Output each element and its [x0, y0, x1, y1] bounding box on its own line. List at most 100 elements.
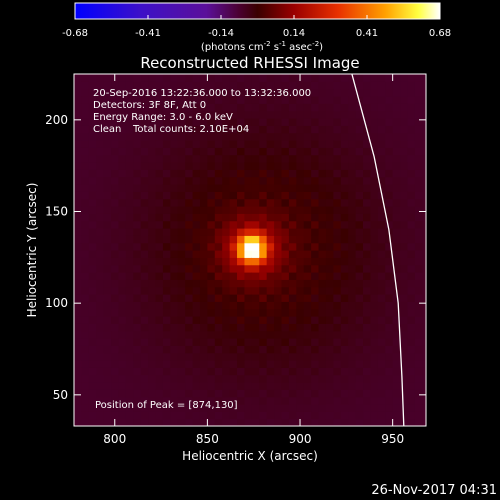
heatmap-cell [355, 103, 364, 112]
heatmap-cell [177, 220, 186, 229]
heatmap-cell [311, 154, 320, 163]
heatmap-cell [392, 103, 401, 112]
heatmap-cell [355, 374, 364, 383]
heatmap-cell [296, 132, 305, 141]
heatmap-cell [192, 330, 201, 339]
heatmap-cell [340, 132, 349, 141]
heatmap-cell [170, 228, 179, 236]
heatmap-cell [318, 125, 327, 134]
heatmap-cell [96, 132, 105, 141]
heatmap-cell [377, 228, 386, 236]
heatmap-cell [311, 235, 320, 244]
heatmap-cell [162, 169, 171, 178]
heatmap-cell [400, 125, 409, 134]
heatmap-cell [363, 176, 372, 185]
heatmap-cell [348, 184, 357, 192]
heatmap-cell [237, 154, 246, 163]
heatmap-cell [185, 301, 194, 310]
heatmap-cell [311, 162, 320, 170]
heatmap-cell [363, 242, 372, 251]
heatmap-cell [103, 242, 112, 251]
heatmap-cell [155, 96, 164, 104]
heatmap-cell [103, 88, 112, 97]
heatmap-cell [370, 264, 379, 273]
heatmap-cell [118, 389, 127, 398]
heatmap-cell [148, 389, 157, 398]
heatmap-cell [192, 169, 201, 178]
heatmap-cell [140, 110, 149, 119]
heatmap-cell [296, 125, 305, 134]
heatmap-cell [281, 213, 290, 222]
heatmap-cell [296, 279, 305, 288]
heatmap-cell [74, 301, 83, 310]
heatmap-cell [177, 367, 186, 376]
heatmap-cell [155, 404, 164, 412]
heatmap-cell [133, 279, 142, 288]
heatmap-cell [88, 96, 97, 104]
heatmap-cell [288, 418, 297, 426]
heatmap-cell [281, 132, 290, 141]
heatmap-cell [333, 264, 342, 273]
heatmap-cell [192, 294, 201, 302]
heatmap-cell [288, 220, 297, 229]
heatmap-cell [370, 286, 379, 295]
heatmap-cell [237, 103, 246, 112]
heatmap-cell [74, 228, 83, 236]
heatmap-cell [303, 257, 312, 266]
heatmap-cell [229, 308, 238, 317]
heatmap-cell [81, 154, 90, 163]
heatmap-cell [125, 272, 134, 280]
heatmap-cell [177, 191, 186, 200]
heatmap-cell [222, 242, 231, 251]
heatmap-cell [229, 279, 238, 288]
heatmap-cell [170, 147, 179, 156]
heatmap-cell [222, 220, 231, 229]
heatmap-cell [266, 382, 275, 390]
heatmap-cell [222, 286, 231, 295]
heatmap-cell [363, 132, 372, 141]
heatmap-cell [118, 74, 127, 82]
heatmap-cell [133, 96, 142, 104]
heatmap-cell [148, 352, 157, 361]
heatmap-cell [199, 147, 208, 156]
heatmap-cell [414, 316, 423, 324]
heatmap-cell [325, 228, 334, 236]
heatmap-cell [392, 213, 401, 222]
heatmap-cell [244, 162, 253, 170]
heatmap-cell [377, 352, 386, 361]
heatmap-cell [355, 301, 364, 310]
heatmap-cell [414, 257, 423, 266]
heatmap-cell [185, 418, 194, 426]
heatmap-cell [363, 162, 372, 170]
heatmap-cell [311, 316, 320, 324]
heatmap-cell [88, 191, 97, 200]
heatmap-cell [333, 367, 342, 376]
heatmap-cell [148, 81, 157, 90]
heatmap-cell [259, 374, 268, 383]
heatmap-cell [125, 294, 134, 302]
heatmap-cell [185, 162, 194, 170]
heatmap-cell [274, 103, 283, 112]
heatmap-cell [318, 338, 327, 346]
heatmap-cell [140, 191, 149, 200]
heatmap-cell [288, 294, 297, 302]
heatmap-cell [222, 184, 231, 192]
heatmap-cell [422, 418, 426, 426]
heatmap-cell [237, 396, 246, 405]
heatmap-cell [162, 118, 171, 126]
heatmap-cell [274, 382, 283, 390]
heatmap-cell [377, 147, 386, 156]
heatmap-cell [125, 418, 134, 426]
heatmap-cell [88, 220, 97, 229]
heatmap-cell [400, 257, 409, 266]
heatmap-cell [192, 367, 201, 376]
heatmap-cell [288, 88, 297, 97]
heatmap-cell [177, 242, 186, 251]
heatmap-cell [237, 81, 246, 90]
heatmap-cell [296, 308, 305, 317]
heatmap-cell [214, 264, 223, 273]
info-annotation: 20-Sep-2016 13:22:36.000 to 13:32:36.000… [93, 88, 311, 411]
heatmap-cell [148, 198, 157, 207]
heatmap-cell [162, 411, 171, 420]
